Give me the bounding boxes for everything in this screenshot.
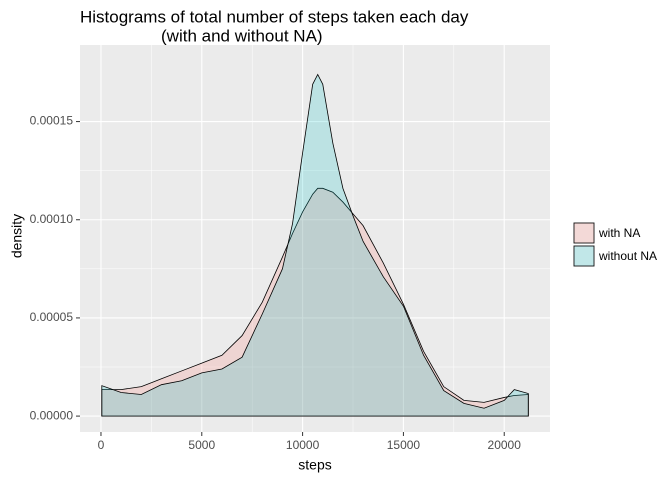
y-tick-label: 0.00000 bbox=[30, 408, 74, 422]
y-tick-label: 0.00010 bbox=[30, 212, 74, 226]
chart-title: (with and without NA) bbox=[161, 26, 323, 45]
chart-title: Histograms of total number of steps take… bbox=[80, 7, 469, 26]
x-tick-label: 15000 bbox=[387, 438, 421, 452]
legend-key-bg bbox=[573, 245, 595, 267]
y-tick-label: 0.00005 bbox=[30, 310, 74, 324]
density-area bbox=[101, 187, 529, 417]
legend-key bbox=[573, 222, 595, 244]
legend-label: with NA bbox=[598, 226, 640, 240]
x-tick-label: 20000 bbox=[488, 438, 522, 452]
legend-label: without NA bbox=[598, 249, 657, 263]
x-tick-label: 0 bbox=[98, 438, 105, 452]
legend-key-bg bbox=[573, 222, 595, 244]
x-axis-label: steps bbox=[298, 457, 331, 473]
density-area bbox=[101, 73, 529, 417]
y-axis-label: density bbox=[9, 214, 25, 258]
legend-key bbox=[573, 245, 595, 267]
plot-background bbox=[80, 45, 550, 432]
y-tick-label: 0.00015 bbox=[30, 114, 74, 128]
x-tick-label: 5000 bbox=[188, 438, 215, 452]
x-tick-label: 10000 bbox=[286, 438, 320, 452]
